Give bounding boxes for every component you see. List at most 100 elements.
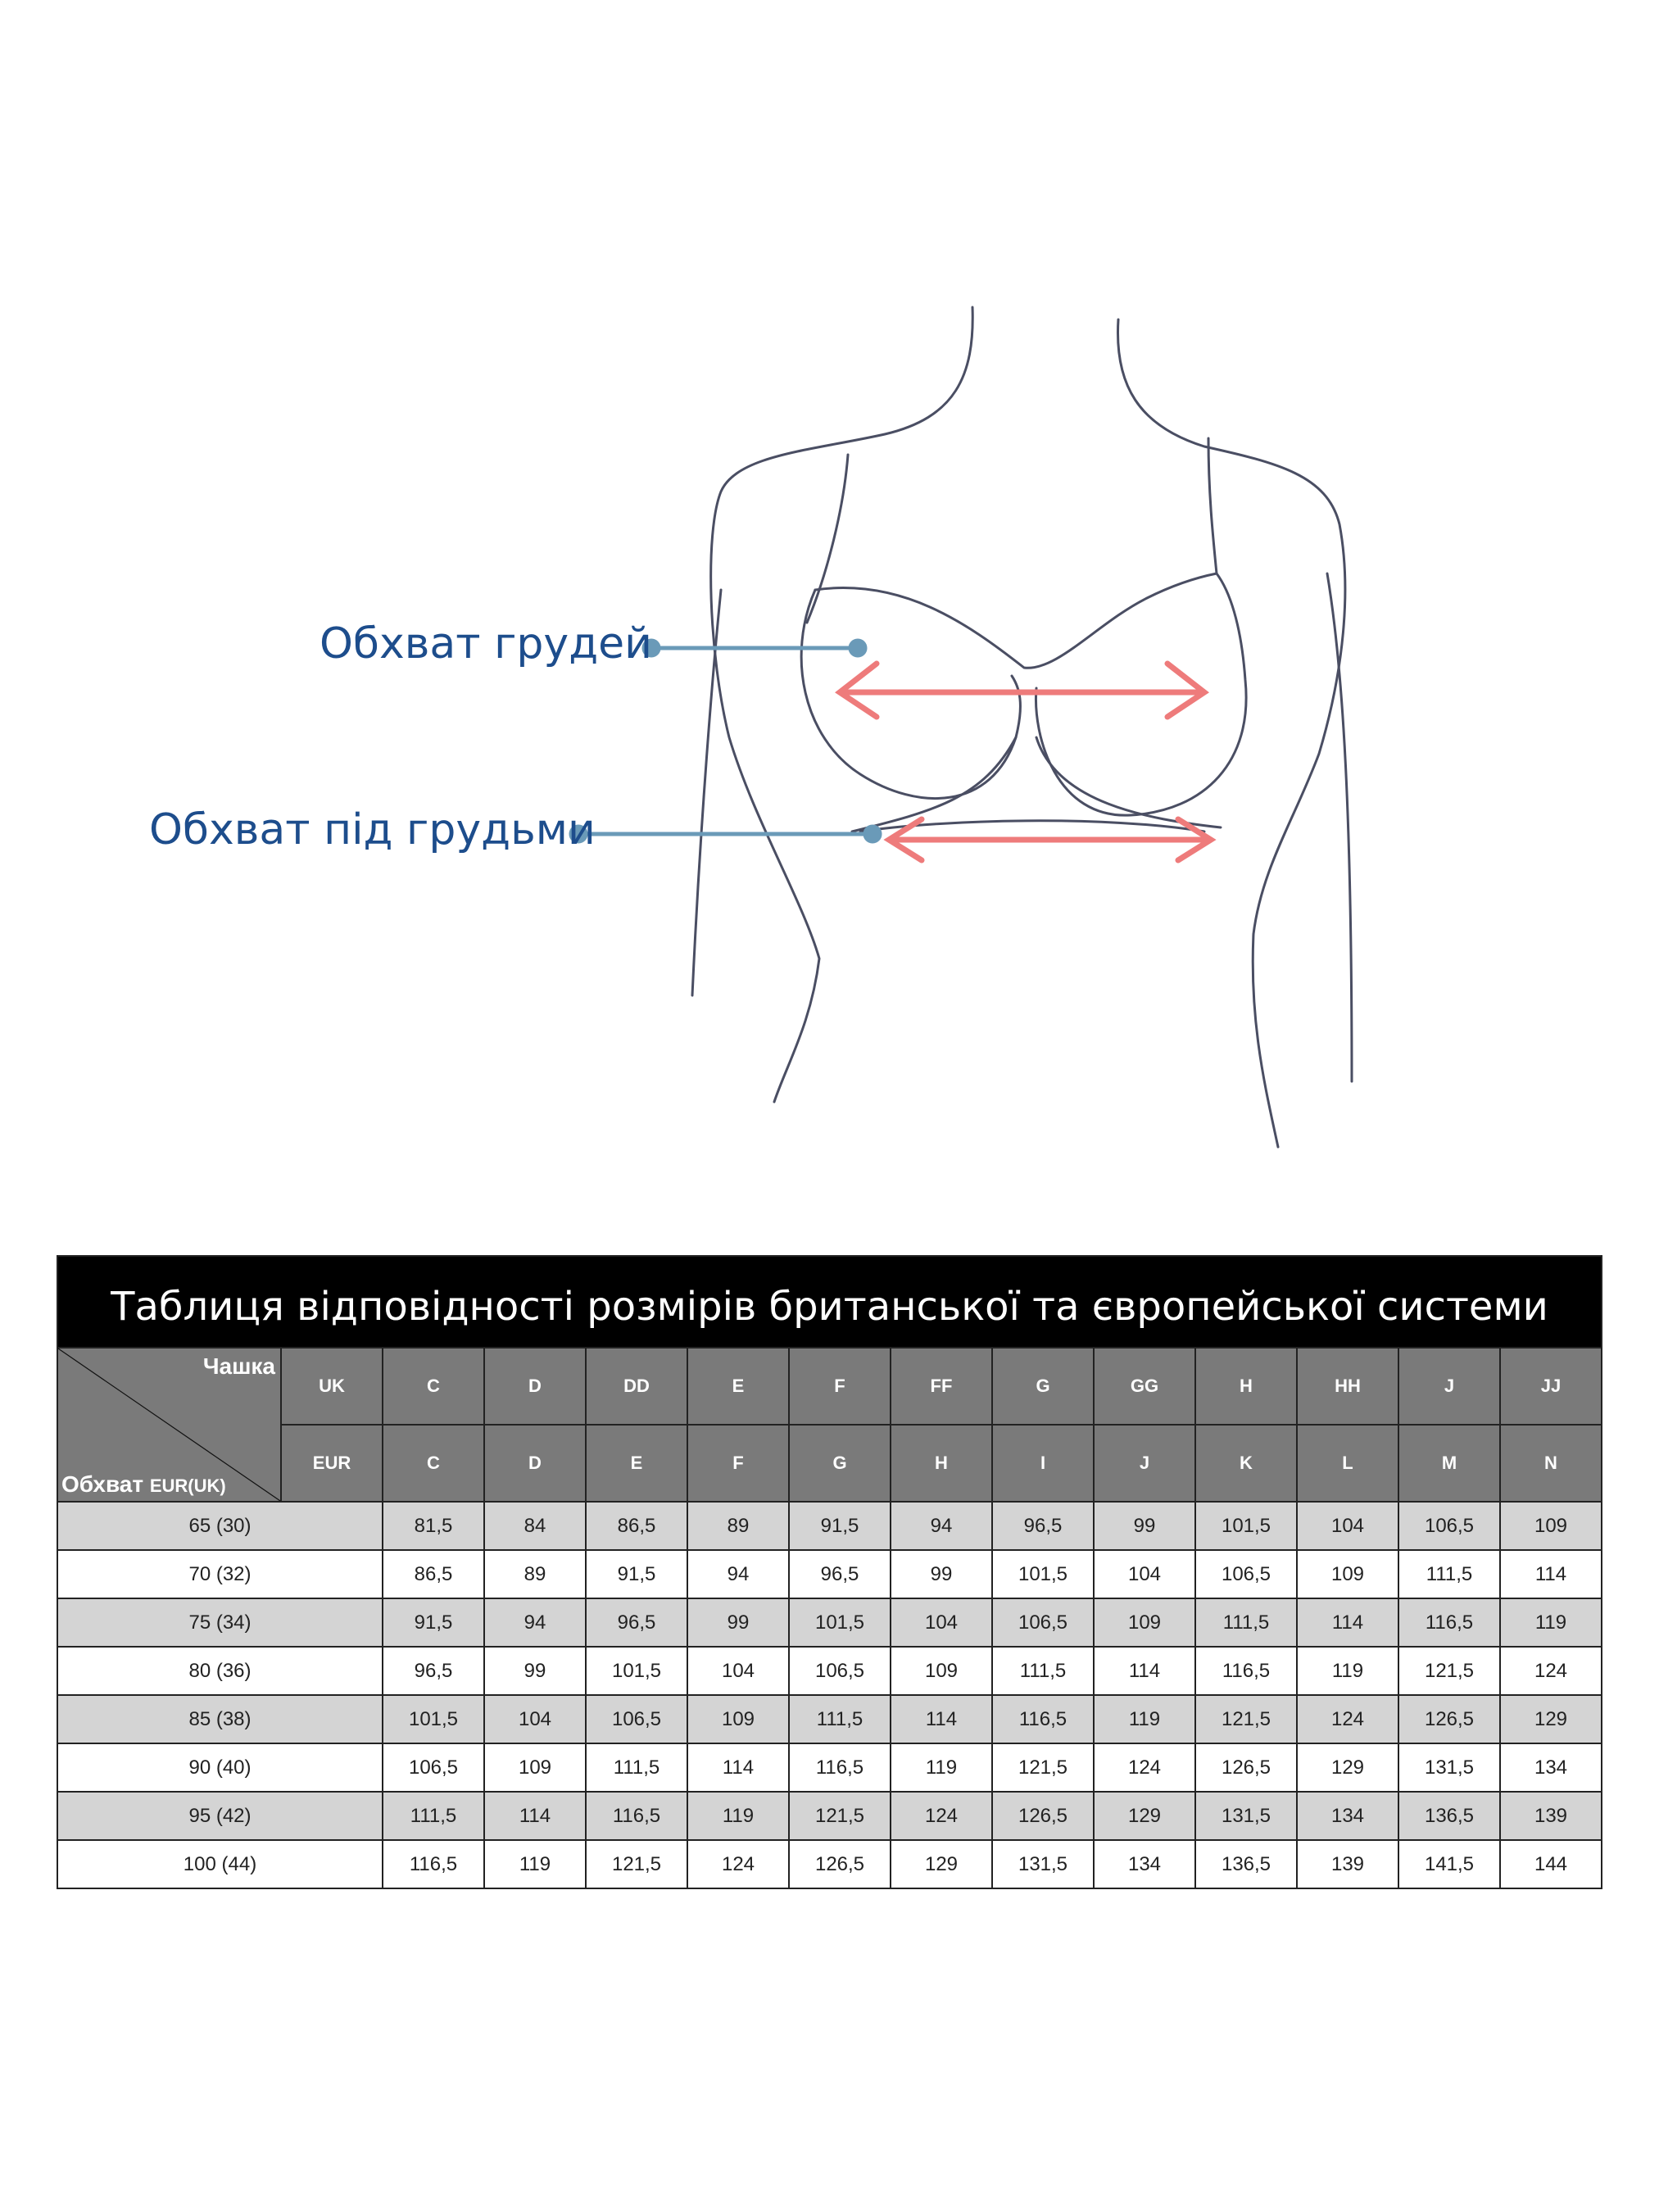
bust-value-cell: 119 bbox=[1093, 1694, 1196, 1744]
bust-value-cell: 144 bbox=[1499, 1839, 1602, 1889]
uk-cup-header: F bbox=[788, 1347, 891, 1426]
bust-value-cell: 101,5 bbox=[585, 1646, 688, 1696]
bust-value-cell: 109 bbox=[483, 1743, 587, 1793]
bust-value-cell: 129 bbox=[1296, 1743, 1399, 1793]
bust-value-cell: 104 bbox=[890, 1598, 993, 1648]
left-cup bbox=[800, 588, 1022, 800]
bust-value-cell: 114 bbox=[1296, 1598, 1399, 1648]
girth-cell: 90 (40) bbox=[57, 1743, 383, 1793]
table-row: 75 (34) 91,5 94 96,5 99 101,5 104 106,5 109 111,5… bbox=[57, 1598, 1602, 1648]
bust-pointer-dot bbox=[641, 638, 661, 658]
table-row: 95 (42) 111,5 114 116,5 119 121,5 124 126,5 129 1… bbox=[57, 1791, 1602, 1841]
bust-value-cell: 116,5 bbox=[382, 1839, 485, 1889]
bust-value-cell: 131,5 bbox=[991, 1839, 1095, 1889]
bust-value-cell: 139 bbox=[1499, 1791, 1602, 1841]
bust-value-cell: 129 bbox=[890, 1839, 993, 1889]
table-row: 85 (38) 101,5 104 106,5 109 111,5 114 116,5 119 1… bbox=[57, 1694, 1602, 1744]
bust-value-cell: 134 bbox=[1296, 1791, 1399, 1841]
left-arm bbox=[691, 588, 723, 997]
bust-value-cell: 114 bbox=[1093, 1646, 1196, 1696]
measurement-arrows bbox=[835, 660, 1217, 863]
bust-value-cell: 91,5 bbox=[585, 1549, 688, 1599]
bust-value-cell: 134 bbox=[1499, 1743, 1602, 1793]
bust-value-cell: 124 bbox=[1499, 1646, 1602, 1696]
underbust-label: Обхват під грудьми bbox=[149, 805, 596, 854]
size-conversion-table: Таблиця відповідності розмірів британськ… bbox=[57, 1255, 1602, 1889]
underbust-pointer-dot bbox=[569, 824, 588, 844]
table-row: 90 (40) 106,5 109 111,5 114 116,5 119 121,5 124 1… bbox=[57, 1743, 1602, 1793]
bust-value-cell: 111,5 bbox=[1398, 1549, 1501, 1599]
table-row: 100 (44) 116,5 119 121,5 124 126,5 129 131,5 134… bbox=[57, 1839, 1602, 1889]
underband bbox=[850, 736, 1222, 833]
bust-value-cell: 114 bbox=[890, 1694, 993, 1744]
bust-value-cell: 109 bbox=[1499, 1501, 1602, 1551]
bust-value-cell: 101,5 bbox=[382, 1694, 485, 1744]
right-strap bbox=[1207, 437, 1218, 575]
bust-value-cell: 131,5 bbox=[1398, 1743, 1501, 1793]
bust-value-cell: 121,5 bbox=[585, 1839, 688, 1889]
uk-cup-header: C bbox=[382, 1347, 485, 1426]
bust-value-cell: 109 bbox=[890, 1646, 993, 1696]
torso-drawing bbox=[569, 306, 1353, 1149]
eur-cup-header: H bbox=[890, 1424, 993, 1503]
bust-value-cell: 124 bbox=[687, 1839, 790, 1889]
uk-cup-header: H bbox=[1194, 1347, 1298, 1426]
torso-left-outline bbox=[709, 306, 974, 1104]
bust-value-cell: 111,5 bbox=[788, 1694, 891, 1744]
bust-value-cell: 124 bbox=[890, 1791, 993, 1841]
bust-value-cell: 119 bbox=[1499, 1598, 1602, 1648]
bust-value-cell: 89 bbox=[483, 1549, 587, 1599]
bust-value-cell: 119 bbox=[687, 1791, 790, 1841]
uk-cup-header: D bbox=[483, 1347, 587, 1426]
eur-cup-header: G bbox=[788, 1424, 891, 1503]
bust-value-cell: 101,5 bbox=[788, 1598, 891, 1648]
bust-value-cell: 119 bbox=[483, 1839, 587, 1889]
table-row: 65 (30) 81,5 84 86,5 89 91,5 94 96,5 99 101,5 104 1… bbox=[57, 1501, 1602, 1551]
bust-value-cell: 131,5 bbox=[1194, 1791, 1298, 1841]
bust-value-cell: 121,5 bbox=[1398, 1646, 1501, 1696]
bust-value-cell: 134 bbox=[1093, 1839, 1196, 1889]
eur-cup-header: M bbox=[1398, 1424, 1501, 1503]
bust-value-cell: 101,5 bbox=[1194, 1501, 1298, 1551]
girth-cell: 75 (34) bbox=[57, 1598, 383, 1648]
uk-cup-header: DD bbox=[585, 1347, 688, 1426]
bust-value-cell: 111,5 bbox=[585, 1743, 688, 1793]
bust-value-cell: 124 bbox=[1296, 1694, 1399, 1744]
bust-value-cell: 114 bbox=[483, 1791, 587, 1841]
eur-system-label: EUR bbox=[280, 1424, 383, 1503]
pointer-lines bbox=[569, 638, 882, 844]
eur-cup-header: E bbox=[585, 1424, 688, 1503]
girth-cell: 95 (42) bbox=[57, 1791, 383, 1841]
bust-value-cell: 109 bbox=[1296, 1549, 1399, 1599]
right-arm bbox=[1326, 572, 1353, 1083]
bust-value-cell: 86,5 bbox=[585, 1501, 688, 1551]
bust-value-cell: 121,5 bbox=[991, 1743, 1095, 1793]
bust-value-cell: 136,5 bbox=[1194, 1839, 1298, 1889]
eur-cup-header: K bbox=[1194, 1424, 1298, 1503]
bust-value-cell: 109 bbox=[1093, 1598, 1196, 1648]
bust-value-cell: 84 bbox=[483, 1501, 587, 1551]
eur-cup-header: J bbox=[1093, 1424, 1196, 1503]
bust-value-cell: 126,5 bbox=[991, 1791, 1095, 1841]
bust-value-cell: 106,5 bbox=[788, 1646, 891, 1696]
bust-value-cell: 94 bbox=[890, 1501, 993, 1551]
cup-label: Чашка bbox=[202, 1353, 275, 1379]
bust-value-cell: 126,5 bbox=[788, 1839, 891, 1889]
bust-value-cell: 119 bbox=[1296, 1646, 1399, 1696]
bust-value-cell: 111,5 bbox=[1194, 1598, 1298, 1648]
bust-value-cell: 136,5 bbox=[1398, 1791, 1501, 1841]
uk-cup-header: E bbox=[687, 1347, 790, 1426]
bust-value-cell: 116,5 bbox=[585, 1791, 688, 1841]
bust-value-cell: 114 bbox=[1499, 1549, 1602, 1599]
bra-top-edge bbox=[814, 572, 1218, 669]
eur-cup-header: L bbox=[1296, 1424, 1399, 1503]
bust-value-cell: 96,5 bbox=[382, 1646, 485, 1696]
bust-value-cell: 99 bbox=[687, 1598, 790, 1648]
uk-cup-header: G bbox=[991, 1347, 1095, 1426]
bust-value-cell: 91,5 bbox=[788, 1501, 891, 1551]
table-row: 80 (36) 96,5 99 101,5 104 106,5 109 111,5 114 116… bbox=[57, 1646, 1602, 1696]
girth-cell: 80 (36) bbox=[57, 1646, 383, 1696]
bust-value-cell: 94 bbox=[687, 1549, 790, 1599]
bust-value-cell: 106,5 bbox=[1398, 1501, 1501, 1551]
bust-label: Обхват грудей bbox=[320, 619, 652, 669]
